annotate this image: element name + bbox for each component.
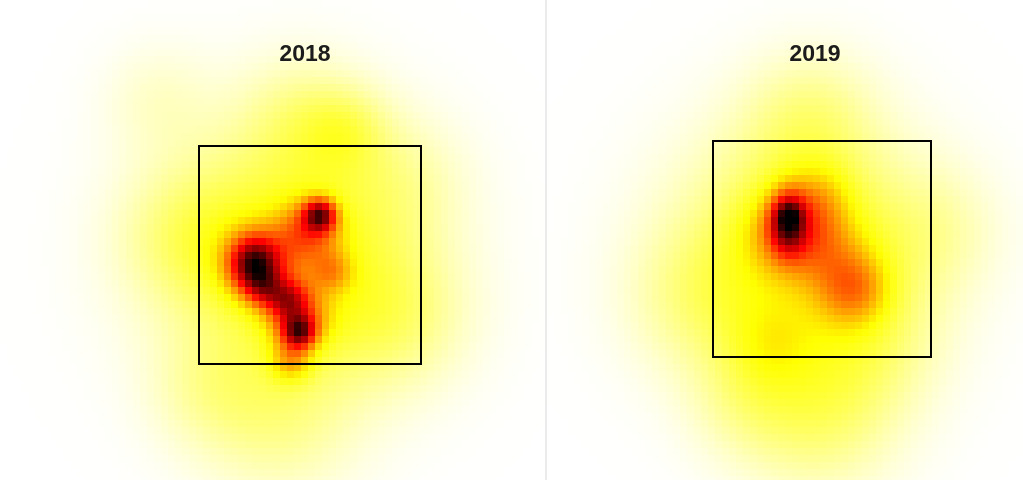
- heatmap-panel-2019: 2019: [547, 0, 1023, 480]
- density-heatmap-2018: [0, 0, 545, 480]
- panel-title-2018: 2018: [279, 40, 331, 66]
- heatmap-panel-2018: 2018: [0, 0, 545, 480]
- density-heatmap-2019: [547, 0, 1023, 480]
- panel-title-2019: 2019: [789, 40, 841, 66]
- panel-divider: [545, 0, 548, 480]
